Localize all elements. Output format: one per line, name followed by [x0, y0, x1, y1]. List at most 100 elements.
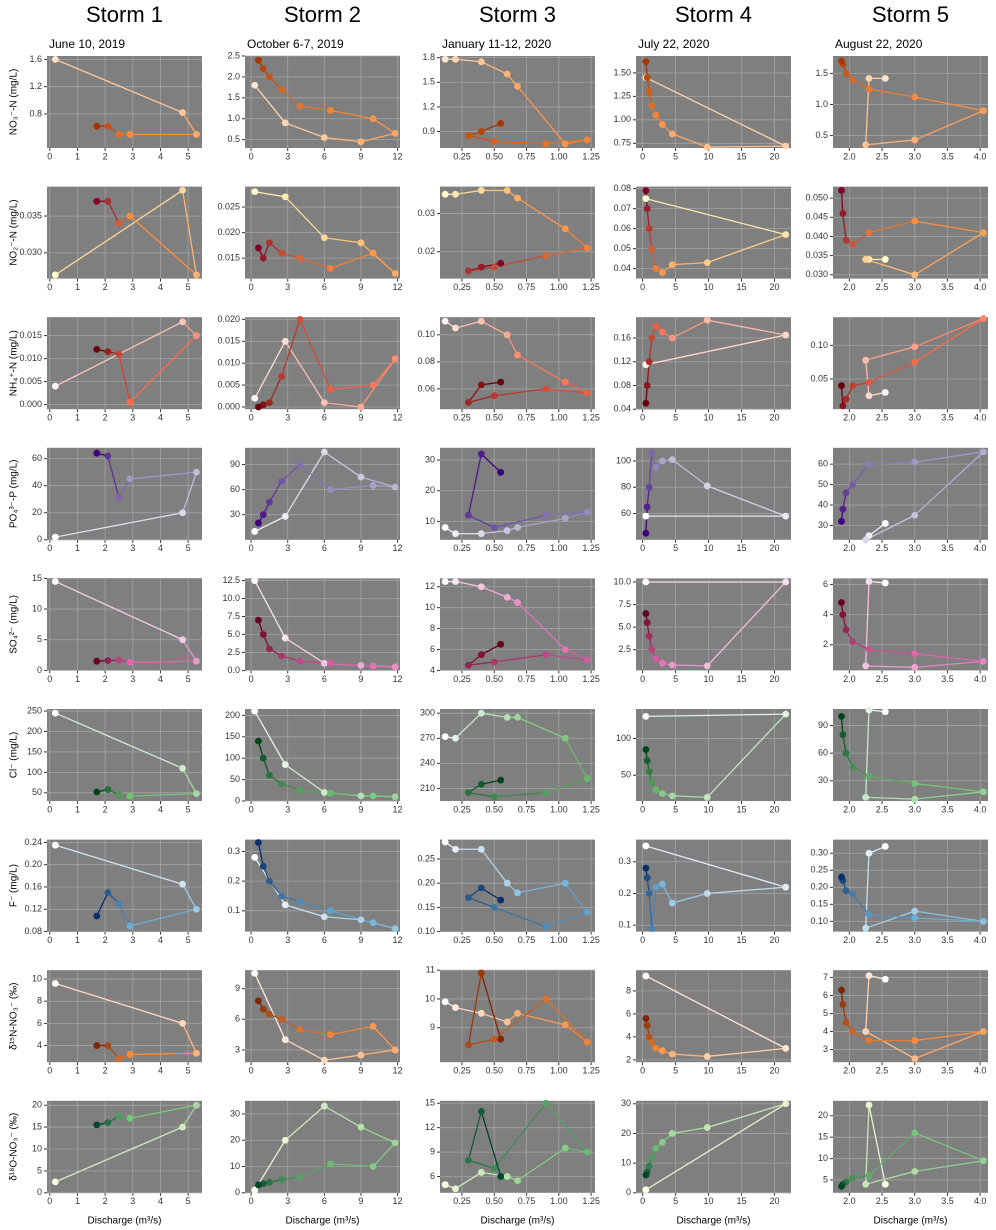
data-point [839, 1001, 847, 1008]
series-segment [672, 261, 708, 266]
data-point [490, 524, 498, 531]
y-tick-label: 90 [818, 720, 828, 730]
x-tick-label: 0 [640, 413, 645, 423]
series-segment [468, 1038, 495, 1046]
y-tick-label: 10 [425, 516, 435, 526]
series-segment [545, 388, 588, 394]
series-segment [865, 1030, 916, 1060]
series-segment [281, 1018, 301, 1031]
data-point [104, 122, 112, 130]
x-tick-label: 0 [47, 674, 52, 684]
data-point [104, 1119, 112, 1127]
x-tick-label: 5 [186, 413, 191, 423]
x-tick-label: 1 [75, 543, 80, 553]
y-tick-label: 2.0 [227, 71, 240, 81]
y-tick-label: 100 [616, 733, 631, 743]
series-segment [181, 190, 198, 276]
data-point [703, 890, 711, 897]
x-axis-label: Discharge (m³/s) [88, 1216, 162, 1227]
series-segment [360, 1049, 396, 1056]
data-point [652, 883, 660, 891]
series-segment [373, 795, 396, 798]
data-point [452, 578, 459, 585]
data-point [441, 317, 449, 325]
data-point [865, 706, 873, 714]
data-point [93, 197, 101, 205]
series-segment [467, 1111, 482, 1161]
panel-background [47, 578, 202, 671]
x-tick-label: 2.5 [876, 1196, 889, 1206]
x-tick-label: 10 [704, 282, 714, 292]
data-point [668, 661, 676, 669]
series-segment [865, 665, 915, 669]
data-point [642, 864, 650, 872]
data-point [862, 141, 870, 149]
series-segment [468, 395, 495, 404]
series-segment [182, 471, 198, 513]
y-tick-label: 0.07 [613, 203, 631, 213]
x-tick-label: 3.5 [941, 674, 954, 684]
data-point [839, 731, 847, 739]
panel: 0 5 10 15 20 0.1 0.2 0.3 [618, 839, 791, 945]
data-point [104, 786, 112, 793]
x-tick-label: 20 [770, 151, 780, 161]
series-segment [914, 317, 984, 363]
series-segment [96, 892, 109, 917]
series-segment [868, 461, 915, 465]
data-point [645, 88, 653, 96]
series-segment [707, 1047, 786, 1058]
x-tick-label: 5 [673, 543, 678, 553]
data-point [865, 1101, 873, 1109]
series-segment [645, 197, 786, 236]
data-point [980, 107, 987, 115]
data-point [503, 70, 511, 78]
x-tick-label: 9 [358, 1196, 363, 1206]
x-tick-label: 2.5 [876, 413, 889, 423]
data-point [477, 187, 485, 194]
y-tick-label: 0.005 [19, 376, 42, 386]
panel: 0 5 10 15 20 0 10 20 30 [621, 1098, 791, 1206]
series-segment [299, 464, 331, 491]
data-point [881, 975, 889, 983]
data-point [452, 1004, 459, 1011]
x-tick-label: 12 [393, 151, 403, 161]
data-point [259, 65, 267, 72]
x-tick-label: 0.50 [485, 674, 503, 684]
series-segment [914, 451, 984, 516]
panel-background [47, 1100, 202, 1193]
data-point [266, 73, 273, 81]
y-tick-label: 5 [37, 634, 42, 644]
x-tick-label: 20 [770, 282, 780, 292]
data-point [465, 894, 472, 902]
data-point [266, 399, 273, 407]
data-point [477, 450, 485, 458]
data-point [561, 1021, 569, 1029]
data-point [193, 130, 200, 138]
x-tick-label: 0 [47, 543, 52, 553]
data-point [643, 619, 651, 626]
series-segment [707, 319, 786, 336]
data-point [862, 793, 870, 801]
data-point [477, 263, 485, 271]
series-segment [865, 514, 916, 541]
panel-background [245, 56, 400, 148]
series-segment [480, 1111, 502, 1177]
x-tick-label: 10 [704, 151, 714, 161]
y-axis-label: NH₄⁺-N (mg/L) [9, 330, 20, 396]
series-segment [914, 1132, 984, 1162]
data-point [51, 533, 59, 541]
data-point [642, 972, 650, 980]
data-point [281, 337, 289, 345]
y-tick-label: 7 [823, 972, 828, 982]
series-segment [517, 716, 566, 739]
x-tick-label: 2 [103, 543, 108, 553]
series-segment [565, 381, 588, 394]
data-point [643, 205, 651, 213]
series-segment [517, 882, 566, 894]
series-segment [129, 471, 197, 480]
data-point [497, 776, 505, 784]
x-tick-label: 4 [158, 282, 163, 292]
data-point [179, 186, 187, 194]
x-tick-label: 3.5 [941, 282, 954, 292]
x-axis-label: Discharge (m³/s) [481, 1216, 555, 1227]
